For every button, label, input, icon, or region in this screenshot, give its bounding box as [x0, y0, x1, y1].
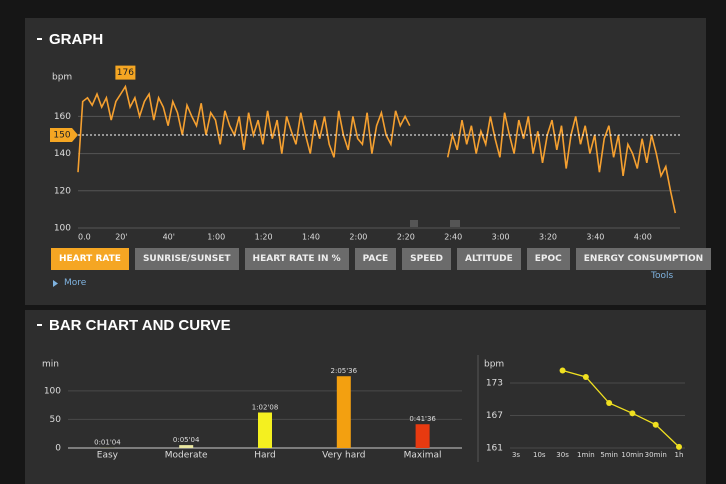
y-tick-label: 100 [44, 386, 61, 396]
x-tick-label: 30min [645, 451, 667, 459]
value-label: 2:05'36 [331, 367, 358, 375]
x-tick-label: Moderate [165, 451, 208, 461]
x-tick-label: 3:00 [492, 233, 510, 242]
tab-bar: HEART RATE SUNRISE/SUNSET HEART RATE IN % P… [51, 248, 712, 270]
section-title: GRAPH [49, 31, 103, 48]
x-tick-label: 1:20 [255, 233, 273, 242]
value-label: 0:41'36 [409, 415, 436, 423]
bar-panel [25, 310, 706, 484]
x-tick-label: 4:00 [634, 233, 652, 242]
point [629, 410, 636, 417]
x-tick-label: 20' [115, 233, 127, 242]
value-label: 0:01'04 [94, 438, 121, 446]
y-axis-label: min [42, 360, 59, 370]
point [582, 374, 589, 381]
y-tick-label: 0 [55, 444, 61, 454]
bar [415, 424, 430, 448]
x-tick-label: Hard [254, 451, 276, 461]
y-tick-label: 120 [54, 186, 71, 196]
x-tick-label: 2:20 [397, 233, 415, 242]
y-tick-label: 167 [486, 411, 503, 421]
tab[interactable]: ENERGY CONSUMPTION [575, 248, 712, 270]
tools-link[interactable]: Tools [651, 271, 674, 281]
line [562, 369, 680, 448]
y-tick-label: 50 [50, 415, 62, 425]
point [652, 421, 659, 428]
x-tick-label: Very hard [322, 451, 365, 461]
point [606, 400, 613, 407]
y-tick-label: 100 [54, 224, 71, 234]
bar [179, 445, 194, 448]
max-label: 176 [117, 68, 134, 78]
line [77, 84, 677, 214]
x-tick-label: 10min [621, 451, 643, 459]
y-tick-label: 160 [54, 112, 71, 122]
value-label: 1:02'08 [252, 403, 279, 411]
x-tick-label: Easy [97, 451, 119, 461]
x-tick-label: 2:00 [349, 233, 367, 242]
value-label: 0:05'04 [173, 436, 200, 444]
x-tick-label: 40' [163, 233, 175, 242]
y-axis-label: bpm [484, 360, 504, 370]
more-arrow [53, 280, 58, 287]
x-tick-label: 2:40 [444, 233, 462, 242]
dash [37, 38, 42, 40]
tab[interactable]: HEART RATE [51, 248, 129, 270]
point [676, 443, 682, 450]
marker [450, 220, 460, 227]
more-link[interactable]: More [64, 278, 87, 288]
tab[interactable]: PACE [354, 248, 397, 270]
x-tick-label: 30s [556, 451, 569, 459]
tab[interactable]: SPEED [402, 248, 451, 270]
marker [410, 220, 418, 227]
x-tick-label: 3s [512, 451, 520, 459]
y-axis-label: bpm [52, 73, 72, 83]
tab[interactable]: EPOC [526, 248, 570, 270]
x-tick-label: 1min [577, 451, 595, 459]
x-tick-label: 10s [533, 451, 546, 459]
tab[interactable]: HEART RATE IN % [244, 248, 349, 270]
bar [336, 376, 351, 448]
bar [258, 412, 272, 448]
y-tick-label: 161 [486, 444, 503, 454]
x-tick-label: 1:00 [207, 233, 225, 242]
x-tick-label: 0.0 [78, 233, 91, 242]
x-tick-label: 1h [675, 451, 684, 459]
x-tick-label: Maximal [404, 451, 442, 461]
x-tick-label: 1:40 [302, 233, 320, 242]
x-tick-label: 3:20 [539, 233, 557, 242]
point [559, 367, 566, 374]
y-tick-label: 140 [54, 149, 71, 159]
tab[interactable]: ALTITUDE [457, 248, 521, 270]
bar [100, 447, 115, 448]
max-tag [115, 65, 136, 80]
x-tick-label: 5min [600, 451, 618, 459]
y-tick-label: 173 [486, 378, 503, 388]
reference-tag [50, 127, 78, 142]
dash [37, 324, 42, 326]
section-title: BAR CHART AND CURVE [49, 317, 231, 334]
reference-label: 150 [53, 130, 70, 140]
x-tick-label: 3:40 [586, 233, 604, 242]
tab[interactable]: SUNRISE/SUNSET [134, 248, 239, 270]
